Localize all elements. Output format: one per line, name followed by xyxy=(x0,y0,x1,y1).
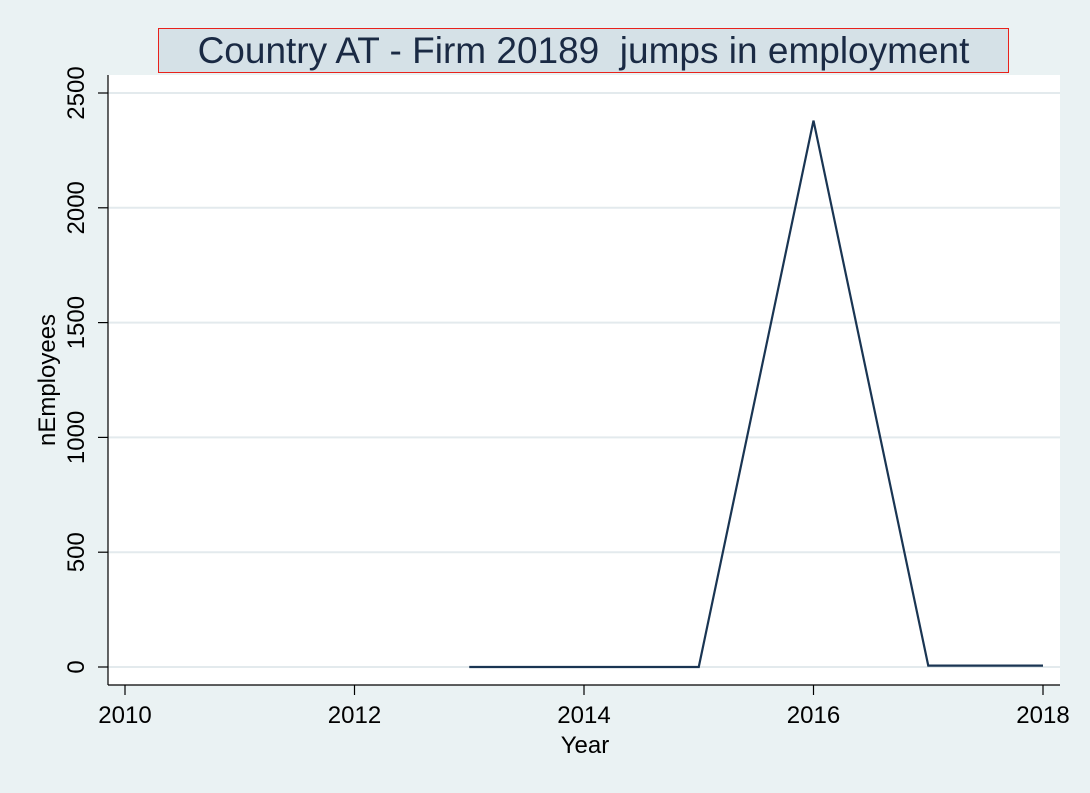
y-tick-label-1500: 1500 xyxy=(63,296,90,349)
chart-title: Country AT - Firm 20189 jumps in employm… xyxy=(158,28,1009,73)
x-tick-label-2010: 2010 xyxy=(98,702,151,729)
x-tick-label-2018: 2018 xyxy=(1016,702,1069,729)
x-axis-title: Year xyxy=(561,732,610,759)
y-tick-label-2500: 2500 xyxy=(63,66,90,119)
x-tick-label-2016: 2016 xyxy=(787,702,840,729)
y-tick-label-2000: 2000 xyxy=(63,181,90,234)
y-tick-label-1000: 1000 xyxy=(63,411,90,464)
x-tick-label-2014: 2014 xyxy=(557,702,610,729)
y-tick-label-500: 500 xyxy=(63,532,90,572)
y-axis-title: nEmployees xyxy=(34,314,61,446)
x-tick-label-2012: 2012 xyxy=(328,702,381,729)
y-tick-label-0: 0 xyxy=(63,660,90,673)
plot-area xyxy=(108,75,1060,685)
series-line-0 xyxy=(469,120,1043,669)
